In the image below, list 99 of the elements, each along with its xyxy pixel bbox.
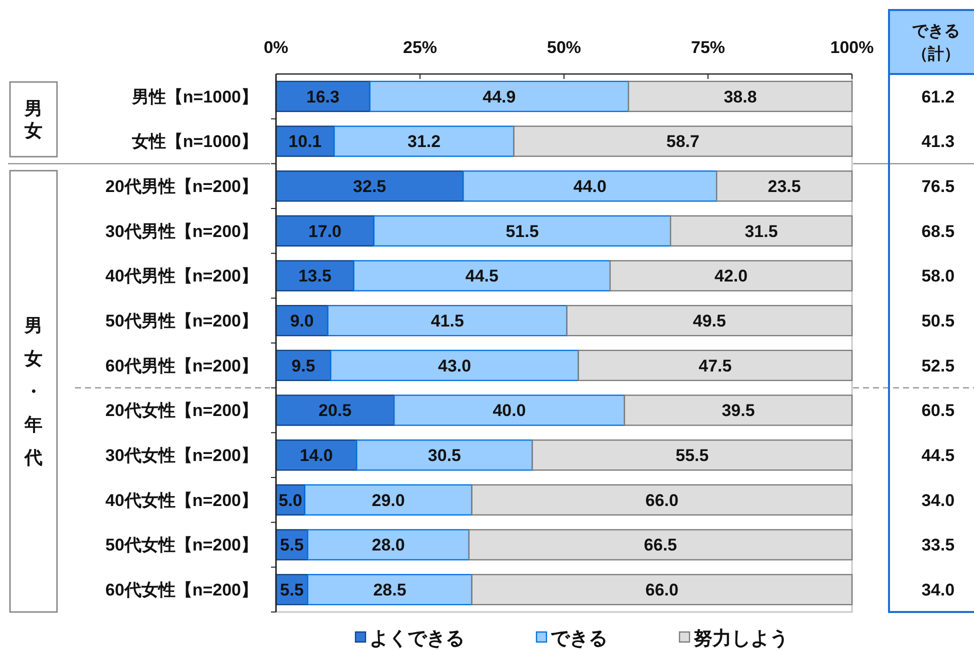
data-label: 5.5 bbox=[280, 536, 304, 555]
data-label: 41.5 bbox=[430, 312, 464, 331]
bar bbox=[275, 80, 370, 112]
data-label: 49.5 bbox=[692, 312, 726, 331]
data-label: 20.5 bbox=[318, 401, 352, 420]
text: 33.5 bbox=[921, 536, 955, 555]
data-label: 39.5 bbox=[722, 401, 755, 420]
text: 58.0 bbox=[921, 266, 955, 286]
data-label: 43.0 bbox=[438, 356, 472, 376]
bar bbox=[356, 439, 533, 471]
bar bbox=[628, 80, 853, 112]
bar bbox=[307, 574, 472, 606]
bar bbox=[334, 126, 514, 157]
data-label: 31.2 bbox=[407, 132, 441, 152]
y-tick-label: 30代女性【n=200】 bbox=[105, 446, 258, 466]
data-label: 30.5 bbox=[428, 446, 462, 466]
y-tick-label: 60代男性【n=200】 bbox=[105, 356, 258, 376]
data-label: 17.0 bbox=[308, 222, 342, 241]
text: 34.0 bbox=[921, 580, 955, 600]
group-label-box: 男女 bbox=[9, 81, 58, 158]
text: 76.5 bbox=[921, 177, 955, 196]
data-label: 5.5 bbox=[280, 580, 304, 600]
text: 61.2 bbox=[921, 87, 955, 106]
bar bbox=[578, 350, 853, 382]
data-label: 66.0 bbox=[645, 490, 678, 510]
bar bbox=[275, 215, 375, 247]
y-tick-label: 30代男性【n=200】 bbox=[105, 222, 258, 241]
data-label: 47.5 bbox=[698, 356, 732, 376]
bar bbox=[468, 529, 853, 560]
data-label: 31.5 bbox=[744, 222, 778, 241]
data-label: 9.0 bbox=[290, 312, 314, 331]
group-label-box: 男女・年代 bbox=[9, 170, 58, 613]
y-tick-label: 50代女性【n=200】 bbox=[105, 536, 258, 555]
data-label: 16.3 bbox=[306, 87, 340, 106]
data-label: 28.0 bbox=[372, 536, 405, 555]
y-tick-label: 40代男性【n=200】 bbox=[105, 266, 258, 286]
x-tick-label: 0% bbox=[264, 38, 288, 57]
data-label: 10.1 bbox=[288, 132, 322, 152]
legend-label: よくできる bbox=[370, 628, 464, 650]
bar bbox=[330, 350, 579, 382]
data-label: 14.0 bbox=[300, 446, 333, 466]
data-label: 44.9 bbox=[482, 87, 516, 106]
text: 68.5 bbox=[921, 222, 955, 241]
bar bbox=[275, 170, 464, 202]
data-label: 5.0 bbox=[278, 490, 302, 510]
bar bbox=[307, 529, 470, 560]
data-label: 58.7 bbox=[666, 132, 700, 152]
text: 52.5 bbox=[921, 356, 955, 376]
data-label: 51.5 bbox=[506, 222, 539, 241]
bar bbox=[373, 215, 672, 247]
x-tick-label: 100% bbox=[830, 38, 874, 57]
x-tick-label: 75% bbox=[690, 38, 726, 57]
data-label: 28.5 bbox=[373, 580, 406, 600]
x-tick-label: 50% bbox=[546, 38, 582, 57]
bar bbox=[471, 484, 853, 516]
data-label: 44.5 bbox=[465, 266, 498, 286]
data-label: 32.5 bbox=[353, 177, 386, 196]
y-tick-label: 40代女性【n=200】 bbox=[105, 490, 258, 510]
bar bbox=[471, 574, 853, 606]
legend-label: 努力しよう bbox=[694, 628, 788, 650]
bar bbox=[275, 394, 395, 426]
x-tick-label: 25% bbox=[402, 38, 438, 57]
data-label: 9.5 bbox=[292, 356, 316, 376]
text: 60.5 bbox=[921, 401, 955, 420]
y-tick-label: 20代男性【n=200】 bbox=[105, 177, 258, 196]
data-label: 66.0 bbox=[645, 580, 678, 600]
bar bbox=[393, 394, 626, 426]
data-label: 40.0 bbox=[492, 401, 526, 420]
y-tick-label: 男性【n=1000】 bbox=[130, 87, 258, 106]
bar bbox=[513, 126, 853, 157]
data-label: 13.5 bbox=[298, 266, 332, 286]
text: 41.3 bbox=[921, 132, 955, 152]
bar bbox=[353, 260, 611, 292]
bar bbox=[670, 215, 853, 247]
data-label: 38.8 bbox=[724, 87, 757, 106]
y-tick-label: 50代男性【n=200】 bbox=[105, 312, 258, 331]
text: できる（計） bbox=[912, 23, 960, 64]
bar bbox=[369, 80, 630, 112]
bar bbox=[716, 170, 853, 202]
data-label: 23.5 bbox=[768, 177, 801, 196]
bar bbox=[624, 394, 853, 426]
legend-label: できる bbox=[550, 628, 608, 650]
bar bbox=[566, 304, 853, 336]
text: 50.5 bbox=[921, 312, 955, 331]
y-tick-label: 女性【n=1000】 bbox=[130, 132, 258, 152]
data-label: 55.5 bbox=[676, 446, 709, 466]
bar bbox=[609, 260, 853, 292]
bar bbox=[462, 170, 718, 202]
data-label: 42.0 bbox=[714, 266, 748, 286]
bar bbox=[304, 484, 472, 516]
bar bbox=[327, 304, 568, 336]
bar bbox=[532, 439, 853, 471]
data-label: 66.5 bbox=[644, 536, 678, 555]
text: 44.5 bbox=[921, 446, 955, 466]
data-label: 44.0 bbox=[573, 177, 606, 196]
y-tick-label: 20代女性【n=200】 bbox=[105, 401, 258, 420]
text: 34.0 bbox=[921, 490, 955, 510]
y-tick-label: 60代女性【n=200】 bbox=[105, 580, 258, 600]
data-label: 29.0 bbox=[372, 490, 405, 510]
